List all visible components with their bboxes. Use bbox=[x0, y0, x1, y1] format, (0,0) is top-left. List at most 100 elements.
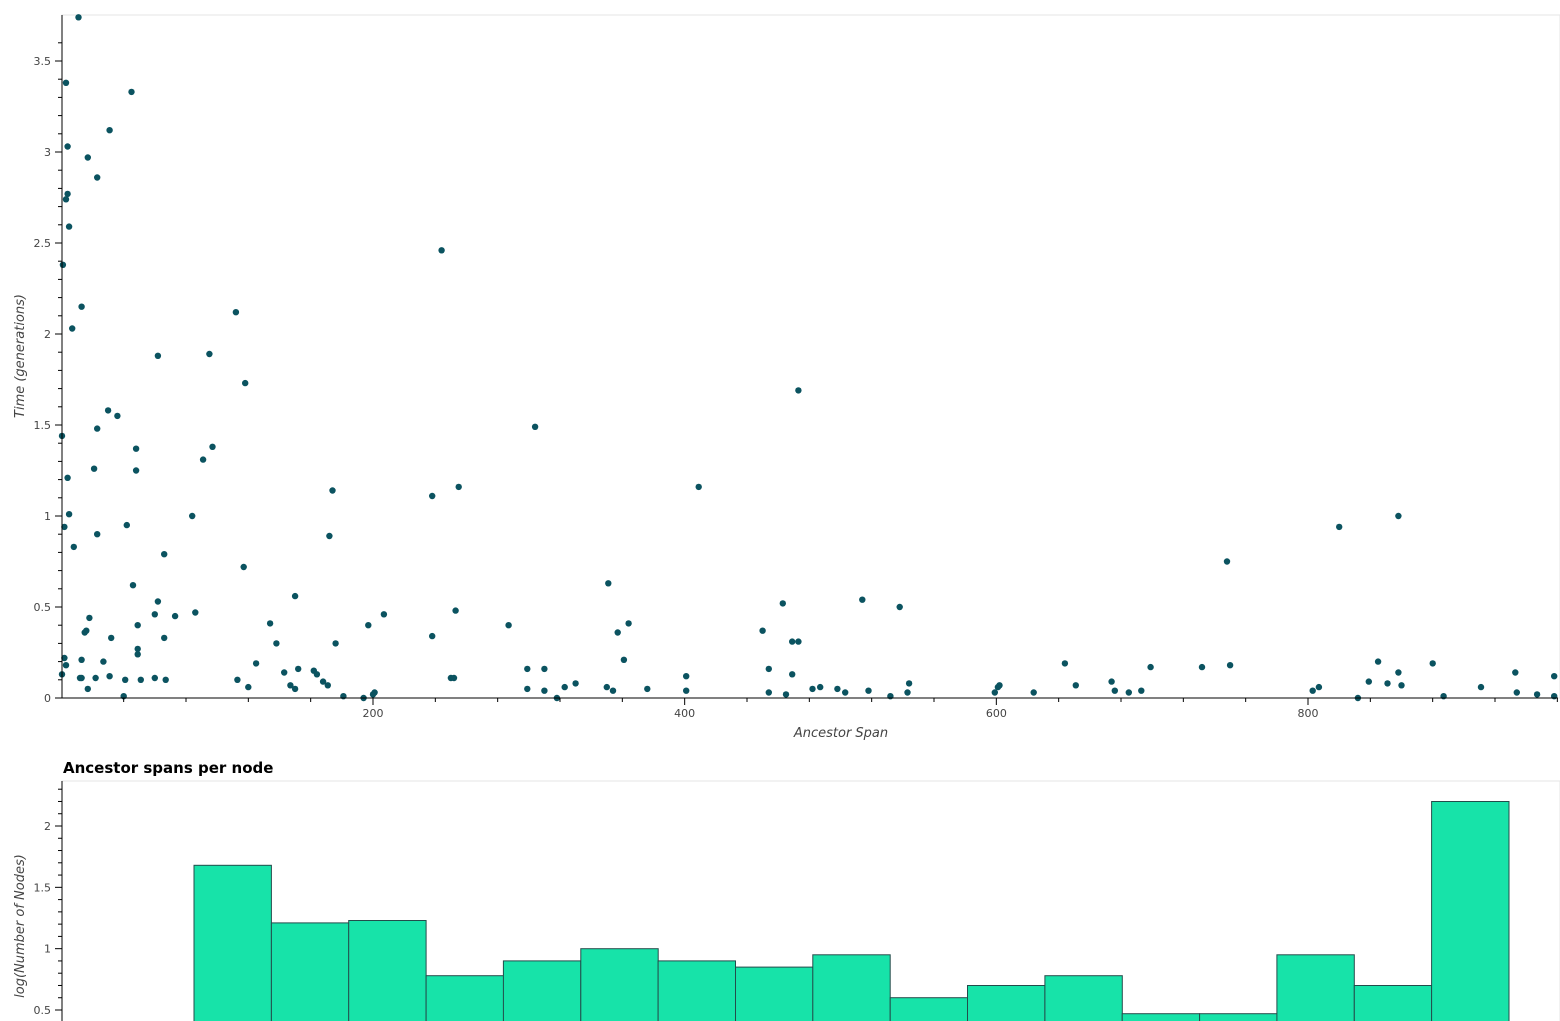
scatter-point bbox=[904, 689, 911, 696]
scatter-point bbox=[65, 223, 73, 230]
scatter-point bbox=[266, 620, 274, 627]
scatter-point bbox=[61, 654, 68, 662]
scatter-x-tick-label: 600 bbox=[986, 707, 1007, 720]
scatter-point bbox=[132, 445, 140, 452]
scatter-point bbox=[192, 609, 199, 616]
scatter-point bbox=[62, 662, 70, 669]
scatter-point bbox=[896, 603, 903, 611]
scatter-point bbox=[313, 671, 321, 678]
scatter-point bbox=[817, 683, 824, 691]
scatter-point bbox=[1477, 683, 1485, 691]
scatter-point bbox=[1111, 687, 1119, 694]
scatter-y-tick-label: 2.5 bbox=[34, 237, 52, 250]
scatter-point bbox=[252, 660, 260, 667]
scatter-point bbox=[64, 474, 71, 481]
scatter-point bbox=[365, 622, 372, 629]
scatter-point bbox=[154, 352, 162, 359]
scatter-point bbox=[59, 261, 67, 268]
scatter-point bbox=[94, 531, 101, 538]
scatter-point bbox=[81, 629, 88, 636]
scatter-point bbox=[614, 629, 621, 636]
scatter-point bbox=[84, 154, 92, 161]
histogram-bar bbox=[967, 985, 1046, 1021]
scatter-point bbox=[319, 678, 327, 685]
scatter-point bbox=[78, 674, 85, 682]
scatter-point bbox=[70, 543, 78, 551]
scatter-point bbox=[452, 607, 459, 614]
scatter-point bbox=[291, 592, 299, 600]
scatter-point bbox=[295, 665, 302, 673]
histogram-bar bbox=[657, 960, 736, 1021]
scatter-point bbox=[561, 683, 568, 691]
scatter-point bbox=[1198, 663, 1206, 671]
scatter-point bbox=[134, 622, 141, 629]
scatter-point bbox=[161, 634, 168, 642]
scatter-point bbox=[64, 190, 71, 198]
scatter-point bbox=[1395, 669, 1402, 676]
scatter-point bbox=[69, 325, 76, 332]
histogram-y-tick-label: 0.5 bbox=[34, 1004, 52, 1017]
scatter-x-tick-label: 400 bbox=[674, 707, 695, 720]
histogram-bar bbox=[1353, 985, 1433, 1021]
scatter-point bbox=[524, 665, 531, 673]
scatter-point bbox=[78, 656, 85, 663]
scatter-point bbox=[1513, 689, 1521, 696]
scatter-point bbox=[605, 580, 612, 587]
scatter-point bbox=[75, 14, 82, 21]
scatter-x-axis: 200 400 600 800 bbox=[62, 697, 1558, 720]
scatter-point bbox=[683, 687, 690, 694]
scatter-point bbox=[609, 687, 617, 694]
histogram-title: Ancestor spans per node bbox=[63, 759, 273, 777]
scatter-point bbox=[1533, 691, 1541, 698]
scatter-point bbox=[234, 676, 241, 683]
scatter-point bbox=[114, 412, 121, 420]
scatter-point bbox=[122, 676, 129, 683]
scatter-points bbox=[58, 14, 1558, 702]
scatter-point bbox=[1384, 680, 1391, 687]
histogram-y-axis-label: log(Number of Nodes) bbox=[13, 854, 28, 998]
scatter-y-tick-label: 1.5 bbox=[34, 419, 52, 432]
scatter-point bbox=[1398, 682, 1405, 689]
scatter-point bbox=[324, 682, 331, 689]
histogram-bar bbox=[889, 997, 969, 1021]
scatter-point bbox=[273, 640, 280, 647]
scatter-point bbox=[765, 689, 772, 696]
scatter-point bbox=[291, 685, 299, 693]
scatter-point bbox=[625, 620, 632, 627]
scatter-point bbox=[151, 674, 158, 682]
scatter-point bbox=[123, 521, 130, 529]
histogram-bar bbox=[1431, 801, 1510, 1021]
scatter-point bbox=[240, 563, 247, 571]
scatter-point bbox=[809, 685, 816, 693]
scatter-point bbox=[996, 682, 1003, 689]
scatter-point bbox=[287, 682, 294, 689]
scatter-point bbox=[371, 689, 378, 696]
scatter-point bbox=[245, 683, 252, 691]
scatter-point bbox=[189, 512, 196, 520]
scatter-point bbox=[64, 143, 71, 150]
scatter-point bbox=[683, 673, 690, 680]
histogram-y-axis: 0.5 1 1.5 2 bbox=[34, 781, 63, 1021]
scatter-point bbox=[429, 492, 436, 500]
scatter-point bbox=[531, 423, 539, 430]
scatter-point bbox=[695, 483, 702, 491]
scatter-point bbox=[232, 309, 240, 316]
scatter-point bbox=[161, 551, 168, 558]
scatter-point bbox=[1061, 660, 1069, 667]
scatter-point bbox=[1108, 678, 1115, 685]
scatter-y-tick-label: 3.5 bbox=[34, 55, 52, 68]
scatter-point bbox=[281, 669, 288, 676]
scatter-point bbox=[137, 676, 144, 683]
histogram-bar bbox=[270, 922, 350, 1021]
scatter-point bbox=[206, 350, 213, 358]
histogram-bar bbox=[502, 960, 582, 1021]
histogram-bar bbox=[425, 975, 505, 1021]
scatter-point bbox=[450, 674, 458, 682]
histogram-bar bbox=[1276, 954, 1355, 1021]
scatter-point bbox=[1309, 687, 1316, 694]
scatter-point bbox=[541, 687, 548, 694]
scatter-point bbox=[1226, 662, 1234, 669]
scatter-y-tick-label: 3 bbox=[44, 146, 51, 159]
histogram-y-tick-label: 1.5 bbox=[34, 881, 52, 894]
scatter-point bbox=[129, 582, 137, 589]
